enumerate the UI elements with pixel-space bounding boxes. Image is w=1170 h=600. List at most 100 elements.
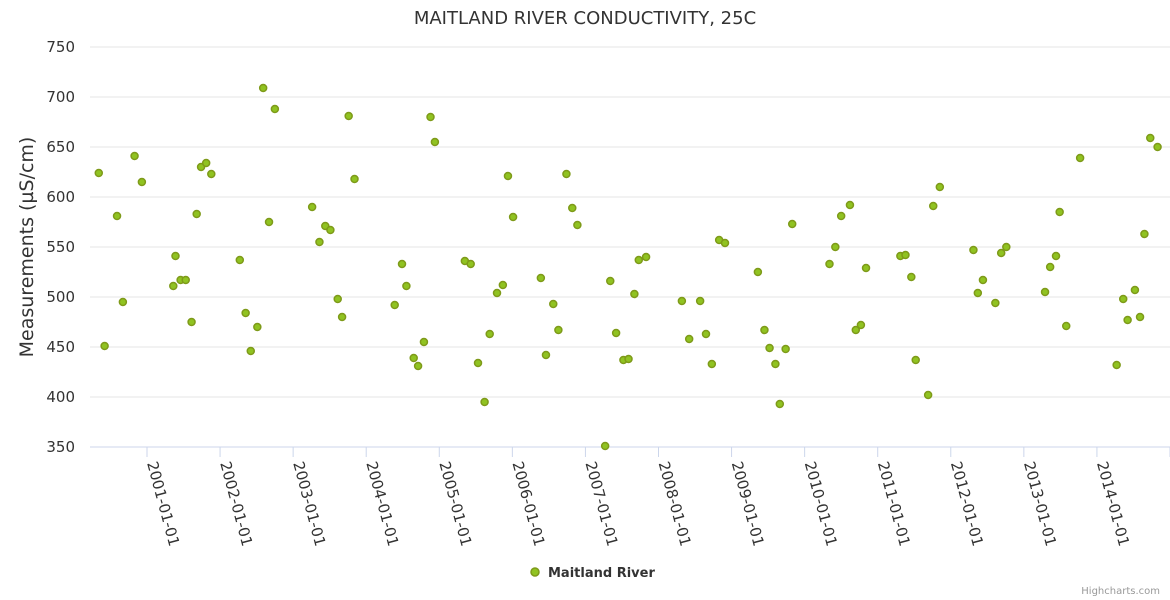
- data-point[interactable]: [1123, 315, 1132, 325]
- data-point[interactable]: [775, 399, 785, 409]
- data-point[interactable]: [554, 325, 563, 335]
- data-point[interactable]: [235, 255, 245, 265]
- data-point[interactable]: [118, 297, 128, 307]
- data-point[interactable]: [1002, 242, 1011, 252]
- data-point[interactable]: [901, 250, 910, 260]
- data-point[interactable]: [333, 294, 342, 304]
- data-point[interactable]: [701, 329, 711, 339]
- data-point[interactable]: [973, 288, 983, 298]
- data-point[interactable]: [201, 158, 211, 168]
- data-point[interactable]: [100, 341, 109, 351]
- data-point[interactable]: [630, 289, 639, 299]
- data-point[interactable]: [720, 238, 730, 248]
- data-point[interactable]: [1061, 321, 1071, 331]
- data-point[interactable]: [600, 441, 610, 451]
- data-point[interactable]: [568, 203, 577, 213]
- data-point[interactable]: [1130, 285, 1140, 295]
- data-point[interactable]: [503, 171, 513, 181]
- legend[interactable]: Maitland River: [530, 566, 655, 581]
- data-point[interactable]: [492, 288, 502, 298]
- data-point[interactable]: [856, 320, 866, 330]
- data-point[interactable]: [536, 273, 546, 283]
- data-point[interactable]: [707, 359, 717, 369]
- data-point[interactable]: [845, 200, 855, 210]
- credits-link[interactable]: Highcharts.com: [1081, 586, 1160, 597]
- data-point[interactable]: [498, 280, 508, 290]
- data-point[interactable]: [1140, 229, 1149, 239]
- data-point[interactable]: [684, 334, 694, 344]
- data-point[interactable]: [130, 151, 139, 161]
- data-point[interactable]: [851, 325, 861, 335]
- data-point[interactable]: [112, 211, 122, 221]
- data-point[interactable]: [549, 299, 558, 309]
- data-point[interactable]: [466, 259, 475, 269]
- data-point[interactable]: [485, 329, 494, 339]
- legend-label[interactable]: Maitland River: [548, 566, 655, 581]
- data-point[interactable]: [991, 298, 1000, 308]
- data-point[interactable]: [402, 281, 411, 291]
- data-point[interactable]: [419, 337, 429, 347]
- data-point[interactable]: [923, 390, 933, 400]
- data-point[interactable]: [935, 182, 945, 192]
- data-point[interactable]: [753, 267, 763, 277]
- data-point[interactable]: [264, 217, 274, 227]
- data-point[interactable]: [241, 308, 250, 318]
- data-point[interactable]: [207, 169, 216, 179]
- data-point[interactable]: [1112, 360, 1121, 370]
- data-point[interactable]: [771, 359, 780, 369]
- data-point[interactable]: [928, 201, 938, 211]
- data-point[interactable]: [270, 104, 280, 114]
- data-point[interactable]: [573, 220, 582, 230]
- data-point[interactable]: [426, 112, 435, 122]
- data-point[interactable]: [541, 350, 551, 360]
- data-point[interactable]: [677, 296, 687, 306]
- data-point[interactable]: [562, 169, 571, 179]
- data-point[interactable]: [253, 322, 262, 332]
- data-point[interactable]: [246, 346, 256, 356]
- data-point[interactable]: [430, 137, 440, 147]
- data-point[interactable]: [760, 325, 769, 335]
- data-point[interactable]: [350, 174, 359, 184]
- data-point[interactable]: [634, 255, 644, 265]
- data-point[interactable]: [624, 354, 633, 364]
- data-point[interactable]: [187, 317, 196, 327]
- data-point[interactable]: [1051, 251, 1061, 261]
- data-point[interactable]: [836, 211, 846, 221]
- data-point[interactable]: [825, 259, 834, 269]
- data-point[interactable]: [473, 358, 483, 368]
- data-point[interactable]: [861, 263, 871, 273]
- data-point[interactable]: [978, 275, 988, 285]
- data-point[interactable]: [1075, 153, 1085, 163]
- data-point[interactable]: [606, 276, 615, 286]
- data-point[interactable]: [611, 328, 621, 338]
- data-point[interactable]: [326, 225, 335, 235]
- data-point[interactable]: [1118, 294, 1128, 304]
- data-point[interactable]: [508, 212, 518, 222]
- data-point[interactable]: [169, 281, 178, 291]
- data-point[interactable]: [969, 245, 978, 255]
- data-point[interactable]: [641, 252, 651, 262]
- data-point[interactable]: [1153, 142, 1162, 152]
- data-point[interactable]: [137, 177, 147, 187]
- data-point[interactable]: [781, 344, 790, 354]
- data-point[interactable]: [390, 300, 399, 310]
- data-point[interactable]: [1146, 133, 1155, 143]
- data-point[interactable]: [787, 219, 797, 229]
- data-point[interactable]: [765, 343, 774, 353]
- data-point[interactable]: [480, 397, 489, 407]
- data-point[interactable]: [192, 209, 201, 219]
- data-point[interactable]: [1135, 312, 1145, 322]
- data-point[interactable]: [409, 353, 418, 363]
- data-point[interactable]: [1040, 287, 1050, 297]
- data-point[interactable]: [181, 275, 190, 285]
- data-point[interactable]: [344, 111, 353, 121]
- data-point[interactable]: [94, 168, 104, 178]
- data-point[interactable]: [911, 355, 920, 365]
- data-point[interactable]: [337, 312, 347, 322]
- data-point[interactable]: [171, 251, 180, 261]
- data-point[interactable]: [695, 296, 705, 306]
- data-point[interactable]: [315, 237, 324, 247]
- data-point[interactable]: [831, 242, 840, 252]
- data-point[interactable]: [907, 272, 916, 282]
- data-point[interactable]: [307, 202, 317, 212]
